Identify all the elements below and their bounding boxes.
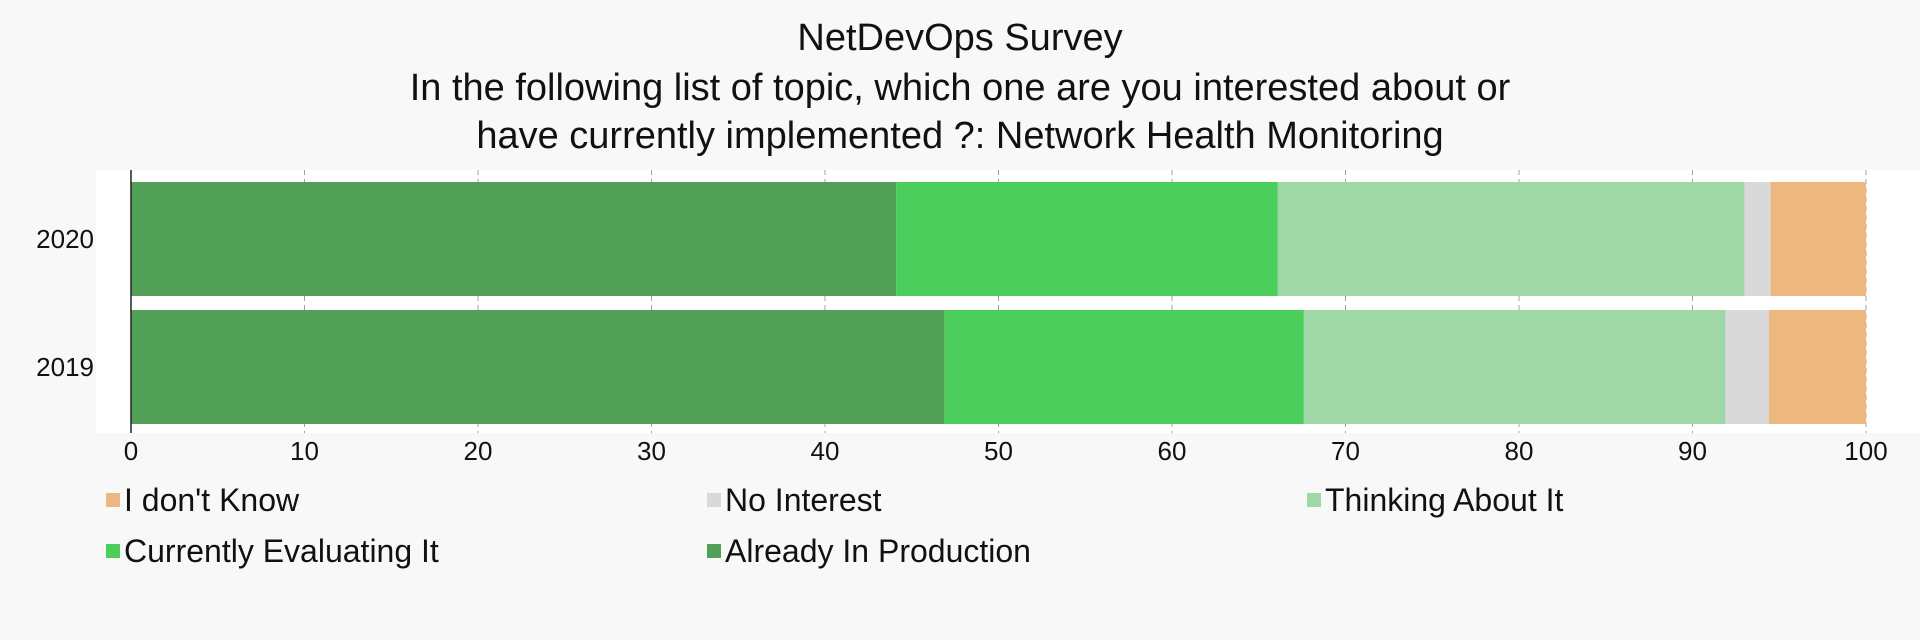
bar-thinking-about-it-2019 bbox=[1303, 310, 1726, 424]
x-axis-ticks: 0 10 20 30 40 50 60 70 80 90 100 bbox=[124, 436, 1888, 466]
legend-swatch-already-in-production bbox=[707, 544, 721, 558]
bar-thinking-about-it-2020 bbox=[1277, 182, 1745, 296]
bar-already-in-production-2019 bbox=[131, 310, 945, 424]
x-tick-label-90: 90 bbox=[1678, 436, 1707, 466]
x-tick-label-60: 60 bbox=[1158, 436, 1187, 466]
bar-no-interest-2019 bbox=[1725, 310, 1769, 424]
x-tick-label-30: 30 bbox=[637, 436, 666, 466]
bars bbox=[131, 182, 1866, 424]
chart-title-line-3: have currently implemented ?: Network He… bbox=[476, 115, 1443, 157]
bar-i-don-t-know-2020 bbox=[1770, 182, 1866, 296]
legend-label-no-interest: No Interest bbox=[725, 482, 882, 518]
legend-swatch-currently-evaluating-it bbox=[106, 544, 120, 558]
x-tick-label-50: 50 bbox=[984, 436, 1013, 466]
bar-currently-evaluating-it-2020 bbox=[896, 182, 1278, 296]
bar-already-in-production-2020 bbox=[131, 182, 897, 296]
x-tick-label-10: 10 bbox=[290, 436, 319, 466]
legend-swatch-thinking-about-it bbox=[1307, 493, 1321, 507]
x-tick-label-40: 40 bbox=[811, 436, 840, 466]
category-label-2019: 2019 bbox=[36, 352, 94, 382]
bar-no-interest-2020 bbox=[1744, 182, 1771, 296]
bar-currently-evaluating-it-2019 bbox=[944, 310, 1304, 424]
x-tick-label-80: 80 bbox=[1505, 436, 1534, 466]
chart-title-line-2: In the following list of topic, which on… bbox=[410, 67, 1511, 109]
bar-i-don-t-know-2019 bbox=[1768, 310, 1866, 424]
x-tick-label-100: 100 bbox=[1844, 436, 1887, 466]
legend-swatch-i-don-t-know bbox=[106, 493, 120, 507]
chart-title-line-1: NetDevOps Survey bbox=[797, 17, 1122, 59]
legend-label-already-in-production: Already In Production bbox=[725, 533, 1031, 569]
legend-label-i-don-t-know: I don't Know bbox=[124, 482, 300, 518]
chart-title: NetDevOps Survey In the following list o… bbox=[410, 17, 1511, 157]
legend-label-thinking-about-it: Thinking About It bbox=[1325, 482, 1563, 518]
x-tick-label-20: 20 bbox=[464, 436, 493, 466]
x-tick-label-70: 70 bbox=[1331, 436, 1360, 466]
legend: I don't Know No Interest Thinking About It… bbox=[106, 482, 1563, 569]
category-label-2020: 2020 bbox=[36, 224, 94, 254]
x-tick-label-0: 0 bbox=[124, 436, 138, 466]
legend-label-currently-evaluating-it: Currently Evaluating It bbox=[124, 533, 439, 569]
legend-swatch-no-interest bbox=[707, 493, 721, 507]
category-labels: 2020 2019 bbox=[36, 224, 94, 382]
